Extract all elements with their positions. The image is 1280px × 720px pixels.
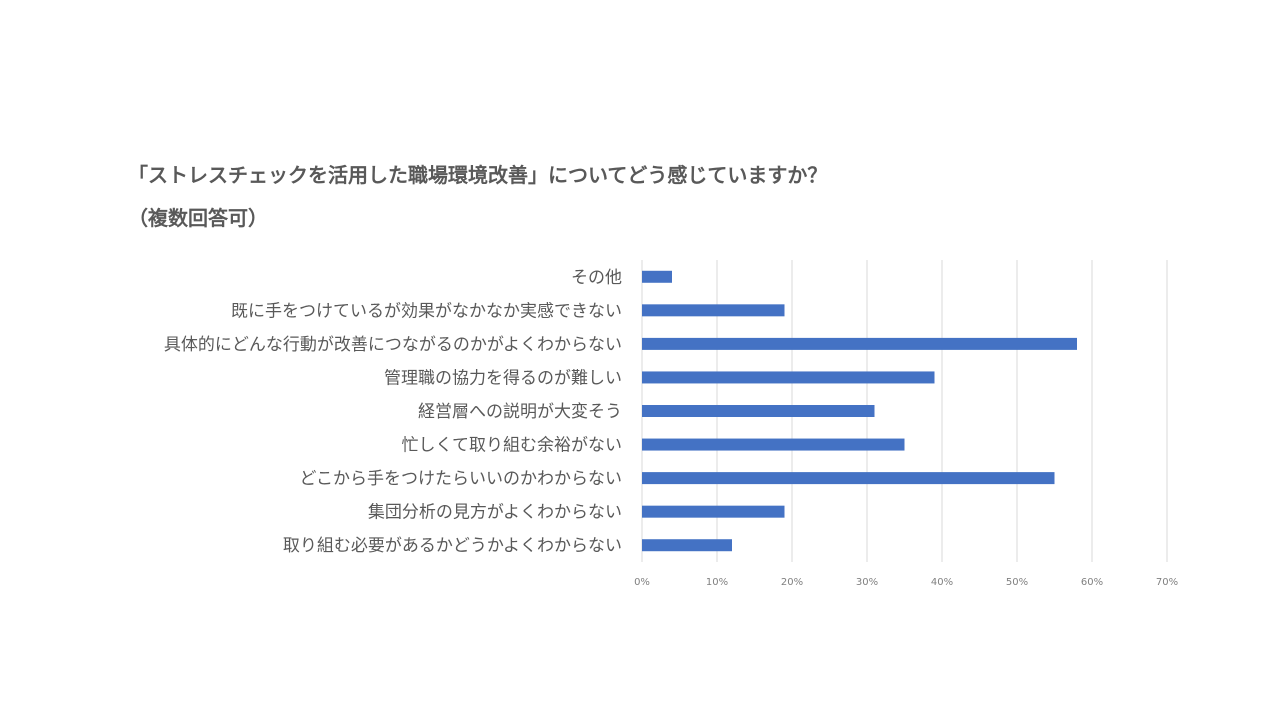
chart-title: 「ストレスチェックを活用した職場環境改善」についてどう感じていますか？ [128,163,828,187]
bar [642,539,732,552]
category-label: 忙しくて取り組む余裕がない [402,436,623,456]
bar [642,438,905,451]
category-labels: その他既に手をつけているが効果がなかなか実感できない具体的にどんな行動が改善につ… [164,268,622,556]
bars [642,270,1077,552]
x-tick-label: 60% [1081,577,1103,588]
x-tick-label: 50% [1006,577,1028,588]
bar [642,270,672,283]
category-label: 集団分析の見方がよくわからない [368,503,622,523]
bar [642,337,1077,350]
x-tick-label: 20% [781,577,803,588]
category-label: 経営層への説明が大変そう [418,402,622,422]
bar [642,304,785,317]
category-label: 取り組む必要があるかどうかよくわからない [283,536,622,556]
bar [642,505,785,518]
category-label: その他 [571,268,622,288]
category-label: どこから手をつけたらいいのかわからない [300,469,623,489]
x-tick-label: 40% [931,577,953,588]
bar [642,472,1055,485]
category-label: 既に手をつけているが効果がなかなか実感できない [231,301,622,321]
x-tick-label: 70% [1156,577,1178,588]
x-tick-label: 10% [706,577,728,588]
tick-labels: 0% 10% 20% 30% 40% 50% 60% 70% [634,577,1178,588]
x-tick-label: 0% [634,577,650,588]
bar [642,371,935,384]
chart-subtitle: （複数回答可） [128,206,268,230]
category-label: 具体的にどんな行動が改善につながるのかがよくわからない [164,335,622,355]
x-tick-label: 30% [856,577,878,588]
category-label: 管理職の協力を得るのが難しい [384,368,622,388]
bar [642,405,875,417]
